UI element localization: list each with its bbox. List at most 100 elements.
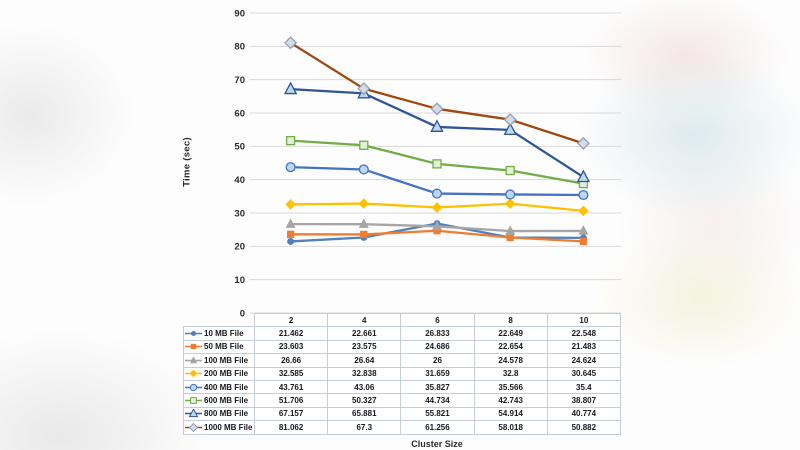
circle-marker-icon: [189, 383, 198, 391]
diamond-marker-icon: [357, 82, 371, 96]
table-cell: 21.483: [546, 339, 621, 355]
legend-marker-icon: [185, 409, 202, 418]
table-cell: 35.827: [400, 379, 475, 395]
triangle-marker-icon: [505, 225, 516, 235]
legend-item: 800 MB File: [183, 406, 255, 422]
legend-label: 100 MB File: [204, 355, 249, 365]
table-cell: 51.706: [253, 393, 329, 408]
diamond-marker-icon: [576, 136, 590, 150]
series-600-mb-file: [285, 135, 589, 189]
table-row: 10 MB File 21.462 22.661 26.833 22.649 22.548: [183, 326, 621, 341]
table-column-header: 8: [473, 312, 548, 328]
table-column-header: 6: [400, 312, 475, 328]
table-cell: 43.06: [327, 379, 402, 395]
diamond-marker-icon: [188, 422, 199, 432]
table-cell: 42.743: [473, 393, 548, 408]
square-marker-icon: [190, 344, 197, 350]
square-marker-icon: [505, 165, 515, 176]
diamond-marker-icon: [431, 202, 443, 213]
square-marker-icon: [190, 397, 197, 404]
table-cell: 23.603: [253, 339, 329, 355]
table-cell: 24.686: [400, 339, 475, 355]
table-cell: 44.734: [400, 393, 475, 408]
table-cell: 65.881: [327, 406, 402, 422]
legend-item: 400 MB File: [183, 379, 255, 395]
circle-marker-icon: [287, 238, 295, 245]
legend-label: 200 MB File: [204, 369, 249, 379]
diamond-marker-icon: [189, 369, 198, 378]
square-marker-icon: [432, 159, 442, 169]
series-50-mb-file: [286, 227, 588, 246]
table-cell: 50.327: [327, 393, 402, 408]
diamond-marker-icon: [503, 113, 517, 127]
table-cell: 54.914: [473, 406, 548, 422]
circle-marker-icon: [358, 164, 369, 175]
legend-item: 200 MB File: [183, 366, 255, 381]
series-100-mb-file: [285, 218, 589, 235]
square-marker-icon: [360, 230, 368, 239]
series-400-mb-file: [285, 162, 589, 201]
legend-item: 1000 MB File: [183, 420, 255, 435]
table-cell: 67.3: [327, 420, 402, 435]
y-axis-title: Time (sec): [181, 137, 193, 187]
legend-item: 10 MB File: [183, 326, 255, 341]
triangle-marker-icon: [503, 122, 517, 136]
legend-label: 1000 MB File: [204, 422, 253, 432]
legend-marker-icon: [185, 383, 202, 391]
y-axis-tick-label: 70: [234, 75, 245, 86]
circle-marker-icon: [190, 331, 197, 337]
table-cell: 22.548: [546, 326, 621, 341]
diamond-marker-icon: [430, 102, 444, 116]
table-row: 100 MB File 26.66 26.64 26 24.578 24.624: [183, 353, 621, 368]
legend-marker-icon: [185, 397, 202, 404]
legend-item: 100 MB File: [183, 353, 255, 368]
table-cell: 67.157: [253, 406, 329, 422]
table-row: 50 MB File 23.603 23.575 24.686 22.654 21.483: [183, 339, 621, 355]
y-axis-tick-label: 10: [234, 275, 245, 286]
triangle-marker-icon: [358, 218, 369, 228]
diamond-marker-icon: [284, 36, 298, 50]
table-cell: 30.645: [546, 366, 621, 381]
table-cell: 43.761: [253, 379, 329, 395]
circle-marker-icon: [505, 189, 516, 200]
diamond-marker-icon: [504, 198, 516, 209]
legend-marker-icon: [185, 422, 202, 432]
legend-label: 400 MB File: [204, 382, 249, 392]
table-column-header: 2: [253, 312, 329, 328]
table-cell: 32.8: [473, 366, 548, 381]
table-cell: 58.018: [473, 420, 548, 435]
triangle-marker-icon: [188, 409, 199, 418]
table-column-header: 10: [546, 312, 621, 328]
table-cell: 50.882: [546, 420, 621, 435]
legend-marker-icon: [185, 369, 202, 378]
table-cell: 23.575: [327, 339, 402, 355]
table-cell: 32.585: [253, 366, 329, 381]
circle-marker-icon: [285, 162, 296, 173]
table-cell: 38.807: [546, 393, 621, 408]
y-axis-tick-label: 40: [234, 175, 245, 186]
table-cell: 22.654: [473, 339, 548, 355]
circle-marker-icon: [431, 188, 443, 199]
legend-marker-icon: [185, 331, 202, 337]
triangle-marker-icon: [285, 218, 296, 228]
table-row: 600 MB File 51.706 50.327 44.734 42.743 38.80…: [183, 393, 621, 408]
table-cell: 22.649: [473, 326, 548, 341]
table-corner-cell: [184, 314, 255, 327]
y-axis-tick-label: 90: [234, 8, 245, 19]
legend-label: 50 MB File: [204, 342, 244, 352]
y-axis-tick-label: 50: [234, 142, 245, 153]
square-marker-icon: [285, 135, 296, 146]
table-cell: 35.566: [473, 379, 548, 395]
table-row: 1000 MB File 81.062 67.3 61.256 58.018 50.882: [183, 420, 621, 435]
triangle-marker-icon: [430, 119, 444, 132]
table-cell: 26.833: [400, 326, 475, 341]
table-cell: 55.821: [400, 406, 475, 422]
x-axis-title: Cluster Size: [411, 439, 463, 449]
legend-marker-icon: [185, 356, 202, 364]
y-axis-tick-label: 20: [234, 242, 245, 253]
table-cell: 26: [400, 353, 475, 368]
table-column-header: 4: [327, 312, 402, 328]
table-cell: 22.661: [327, 326, 402, 341]
table-cell: 32.838: [327, 366, 402, 381]
